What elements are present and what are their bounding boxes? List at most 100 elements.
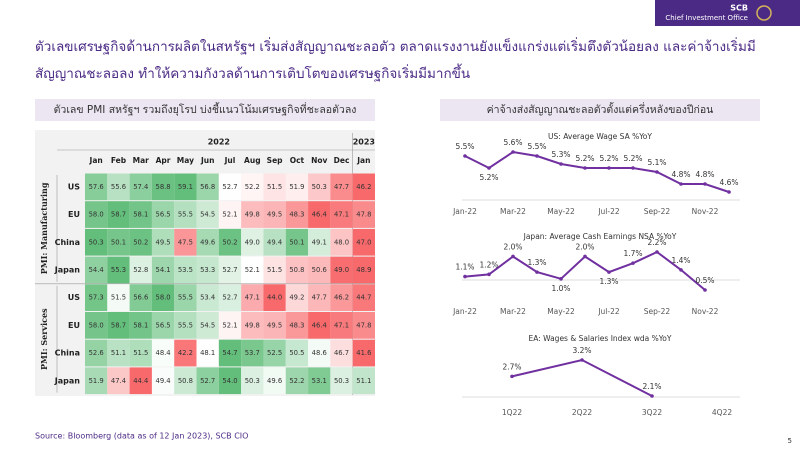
- heat-cell: [263, 256, 286, 284]
- panel-title: ตัวเลข PMI สหรัฐฯ รวมถึงยุโรป บ่งชี้แนวโ…: [54, 102, 357, 116]
- cell-value: 47.0: [356, 238, 371, 246]
- heat-cell: [218, 312, 242, 339]
- heat-cell: [218, 339, 242, 367]
- cell-value: 56.6: [133, 294, 148, 302]
- data-point: [650, 394, 654, 398]
- data-label: 5.5%: [527, 142, 546, 151]
- cell-value: 48.4: [156, 349, 171, 357]
- data-point: [631, 166, 635, 170]
- cell-value: 48.6: [312, 349, 327, 357]
- data-point: [679, 268, 683, 272]
- series-line: [464, 150, 730, 193]
- heat-cell: [151, 367, 175, 395]
- heat-cell: [196, 201, 219, 228]
- data-point: [703, 288, 707, 292]
- cell-value: 50.8: [289, 266, 304, 274]
- cell-value: 50.3: [334, 377, 349, 385]
- cell-value: 49.5: [267, 211, 282, 219]
- cell-value: 52.8: [133, 266, 148, 274]
- data-point: [511, 150, 515, 154]
- page-number: 5: [788, 437, 792, 445]
- heat-cell: [308, 256, 331, 284]
- data-label: 1.7%: [623, 249, 642, 258]
- heat-cell: [85, 367, 108, 395]
- cell-value: 50.8: [178, 377, 193, 385]
- heat-cell: [308, 228, 331, 256]
- cell-value: 52.1: [245, 266, 260, 274]
- cell-value: 48.3: [289, 211, 304, 219]
- chart-title: US: Average Wage SA %YoY: [548, 132, 652, 141]
- heat-cell: [129, 284, 152, 311]
- cell-value: 44.4: [133, 377, 148, 385]
- x-tick-label: Jul-22: [597, 207, 620, 216]
- cell-value: 59.1: [178, 183, 193, 191]
- heat-cell: [151, 339, 175, 367]
- heat-cell: [263, 228, 286, 256]
- data-point: [583, 166, 587, 170]
- heat-cell: [330, 284, 353, 311]
- heat-cell: [330, 256, 353, 284]
- heat-cell: [107, 256, 130, 284]
- data-label: 4.6%: [719, 178, 738, 187]
- cell-value: 55.3: [111, 266, 126, 274]
- data-point: [703, 182, 707, 186]
- source: Source: Bloomberg (data as of 12 Jan 202…: [35, 432, 248, 441]
- heat-cell: [107, 312, 130, 339]
- series-line: [511, 358, 653, 397]
- data-point: [655, 250, 659, 254]
- data-label: 1.2%: [479, 260, 498, 269]
- data-point: [535, 154, 539, 158]
- brand-box: [655, 0, 800, 26]
- cell-value: 47.4: [111, 377, 126, 385]
- cell-value: 52.1: [222, 321, 237, 329]
- cell-value: 53.7: [245, 349, 260, 357]
- cell-value: 47.1: [334, 211, 349, 219]
- heat-cell: [129, 312, 152, 339]
- heat-cell: [151, 173, 175, 201]
- heat-cell: [196, 367, 219, 395]
- heat-cell: [241, 312, 264, 339]
- heat-cell: [218, 228, 242, 256]
- cell-value: 49.0: [245, 238, 260, 246]
- cell-value: 54.1: [156, 266, 171, 274]
- heat-cell: [241, 173, 264, 201]
- data-label: 5.2%: [479, 173, 498, 182]
- cell-value: 50.3: [312, 183, 327, 191]
- cell-value: 50.3: [89, 238, 104, 246]
- heat-cell: [85, 201, 108, 228]
- heat-cell: [174, 173, 197, 201]
- month-header: Mar: [133, 156, 150, 165]
- heat-cell: [218, 173, 242, 201]
- data-point: [559, 162, 563, 166]
- cell-value: 49.8: [245, 321, 260, 329]
- heat-cell: [285, 256, 309, 284]
- title-line: สัญญาณชะลอลง ทำให้ความกังวลด้านการเติบโต…: [35, 63, 470, 82]
- heat-cell: [85, 228, 108, 256]
- data-point: [580, 358, 584, 362]
- brand-logo: [756, 5, 772, 21]
- cell-value: 48.1: [200, 349, 215, 357]
- cell-value: 47.1: [334, 321, 349, 329]
- heat-cell: [85, 312, 108, 339]
- heat-cell: [218, 256, 242, 284]
- x-tick-label: May-22: [547, 307, 575, 316]
- heat-cell: [129, 201, 152, 228]
- data-label: 5.3%: [551, 150, 570, 159]
- heat-cell: [285, 339, 309, 367]
- heat-cell: [129, 228, 152, 256]
- cell-value: 49.4: [267, 238, 282, 246]
- cell-value: 52.2: [245, 183, 260, 191]
- cell-value: 54.5: [200, 321, 215, 329]
- cell-value: 52.7: [200, 377, 215, 385]
- heat-cell: [151, 256, 175, 284]
- data-point: [559, 277, 563, 281]
- heat-cell: [107, 339, 130, 367]
- heat-cell: [196, 312, 219, 339]
- cell-value: 55.5: [178, 321, 193, 329]
- cell-value: 51.1: [111, 349, 126, 357]
- group-label: PMI: Services: [39, 308, 49, 370]
- cell-value: 58.7: [111, 211, 126, 219]
- heat-cell: [285, 367, 309, 395]
- brand-unit: Chief Investment Office: [665, 14, 748, 22]
